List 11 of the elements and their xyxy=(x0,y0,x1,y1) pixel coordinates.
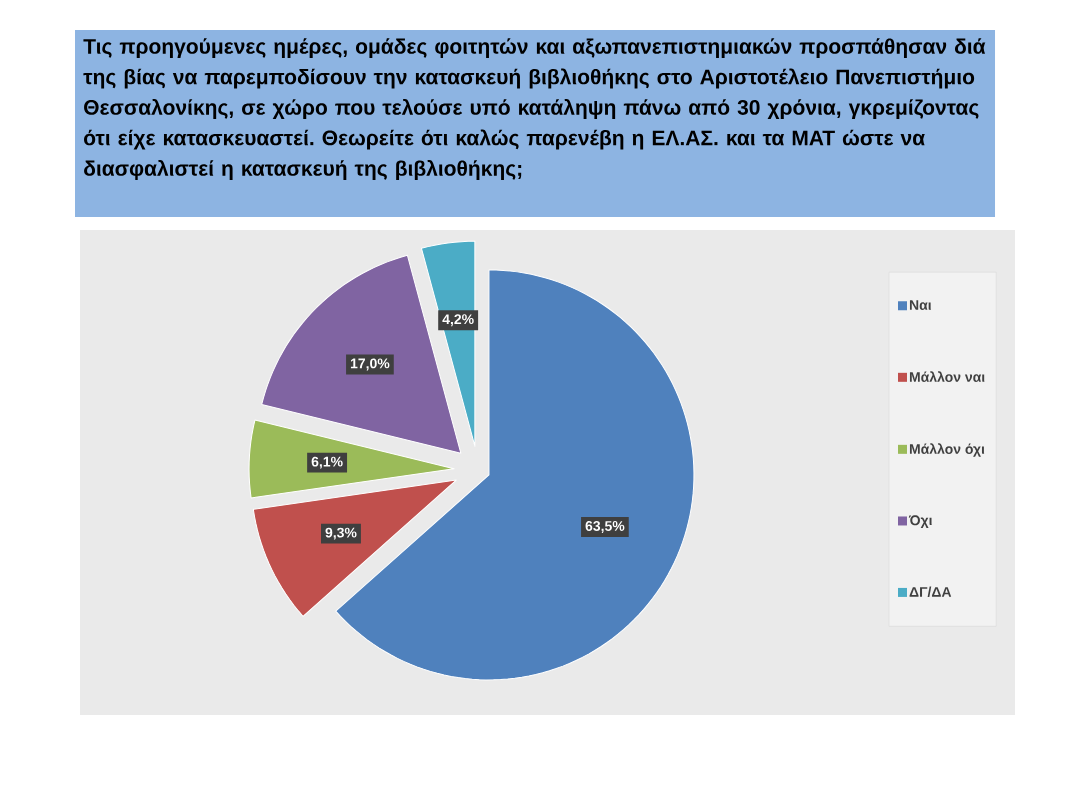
legend-label: ΔΓ/ΔΑ xyxy=(909,586,952,598)
data-label: 63,5% xyxy=(585,521,625,533)
data-label: 17,0% xyxy=(350,358,390,371)
data-label: 9,3% xyxy=(325,527,357,540)
legend-label: Μάλλον όχι xyxy=(909,443,985,457)
chart-title: Τις προηγούμενες ημέρες, ομάδες φοιτητών και αξωπανεπιστημιακών προσπάθησαν διά της βίας να παρεμποδίσουν την κατασκευή βιβλιοθήκης στο Αριστοτέλειο Πανεπιστήμιο Θεσσαλονίκης, σε χώρο που τελούσε υπό κατάληψη πάνω από 30 χρόνια, γκρεμίζοντας ότι είχε κατασκευαστεί. Θεωρείτε ότι καλώς παρενέβη η ΕΛ.ΑΣ. και τα ΜΑΤ ώστε να διασφαλιστεί η κατασκευή της βιβλιοθήκης; xyxy=(83,38,986,181)
data-label: 4,2% xyxy=(442,314,474,327)
legend-label: Ναι xyxy=(909,300,932,310)
legend-label: Μάλλον ναι xyxy=(909,371,985,382)
legend-label: Όχι xyxy=(908,515,933,529)
data-label: 6,1% xyxy=(311,456,343,469)
